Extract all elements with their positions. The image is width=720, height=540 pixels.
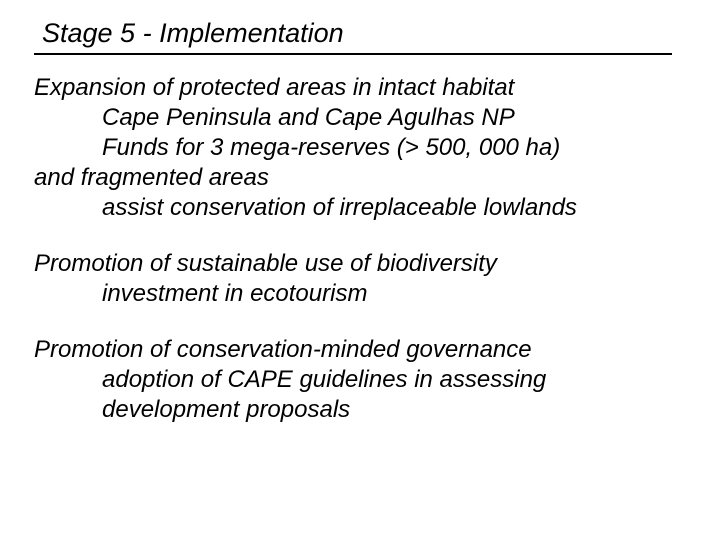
text-block: Promotion of conservation-minded governa… [34, 335, 686, 425]
text-block: Promotion of sustainable use of biodiver… [34, 249, 686, 309]
slide-body: Expansion of protected areas in intact h… [34, 73, 686, 425]
body-line-main: Expansion of protected areas in intact h… [34, 73, 686, 103]
body-line-sub: investment in ecotourism [102, 279, 686, 309]
body-line-sub: Funds for 3 mega-reserves (> 500, 000 ha… [102, 133, 686, 163]
body-line-main: and fragmented areas [34, 163, 686, 193]
title-underline [34, 53, 672, 55]
text-block: Expansion of protected areas in intact h… [34, 73, 686, 223]
body-line-sub: Cape Peninsula and Cape Agulhas NP [102, 103, 686, 133]
body-line-sub: development proposals [102, 395, 686, 425]
slide-title: Stage 5 - Implementation [42, 18, 686, 49]
body-line-sub: adoption of CAPE guidelines in assessing [102, 365, 686, 395]
body-line-main: Promotion of sustainable use of biodiver… [34, 249, 686, 279]
body-line-sub: assist conservation of irreplaceable low… [102, 193, 686, 223]
body-line-main: Promotion of conservation-minded governa… [34, 335, 686, 365]
